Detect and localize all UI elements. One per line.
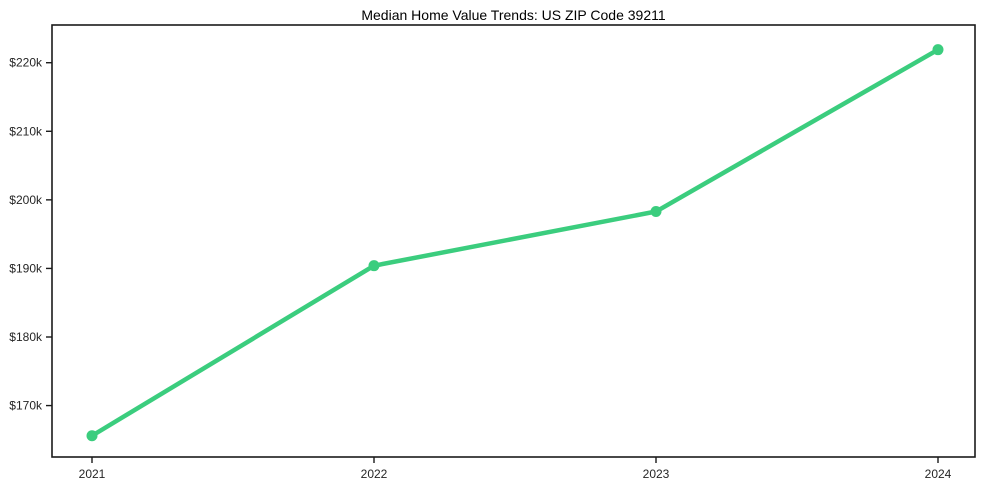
y-tick-label: $210k <box>9 124 43 138</box>
y-tick-label: $180k <box>9 330 43 344</box>
x-tick-label: 2022 <box>361 467 388 481</box>
x-tick-label: 2024 <box>925 467 952 481</box>
y-tick-label: $170k <box>9 399 43 413</box>
x-tick-label: 2021 <box>79 467 106 481</box>
y-tick-label: $220k <box>9 56 43 70</box>
y-tick-label: $190k <box>9 261 43 275</box>
data-point-marker <box>86 430 98 442</box>
chart-title: Median Home Value Trends: US ZIP Code 39… <box>361 7 666 23</box>
data-point-marker <box>368 260 380 272</box>
plot-border <box>51 24 976 458</box>
x-tick-label: 2023 <box>643 467 670 481</box>
y-tick-label: $200k <box>9 193 43 207</box>
trend-line <box>89 47 941 438</box>
data-point-marker <box>932 44 944 56</box>
data-point-marker <box>650 206 662 218</box>
